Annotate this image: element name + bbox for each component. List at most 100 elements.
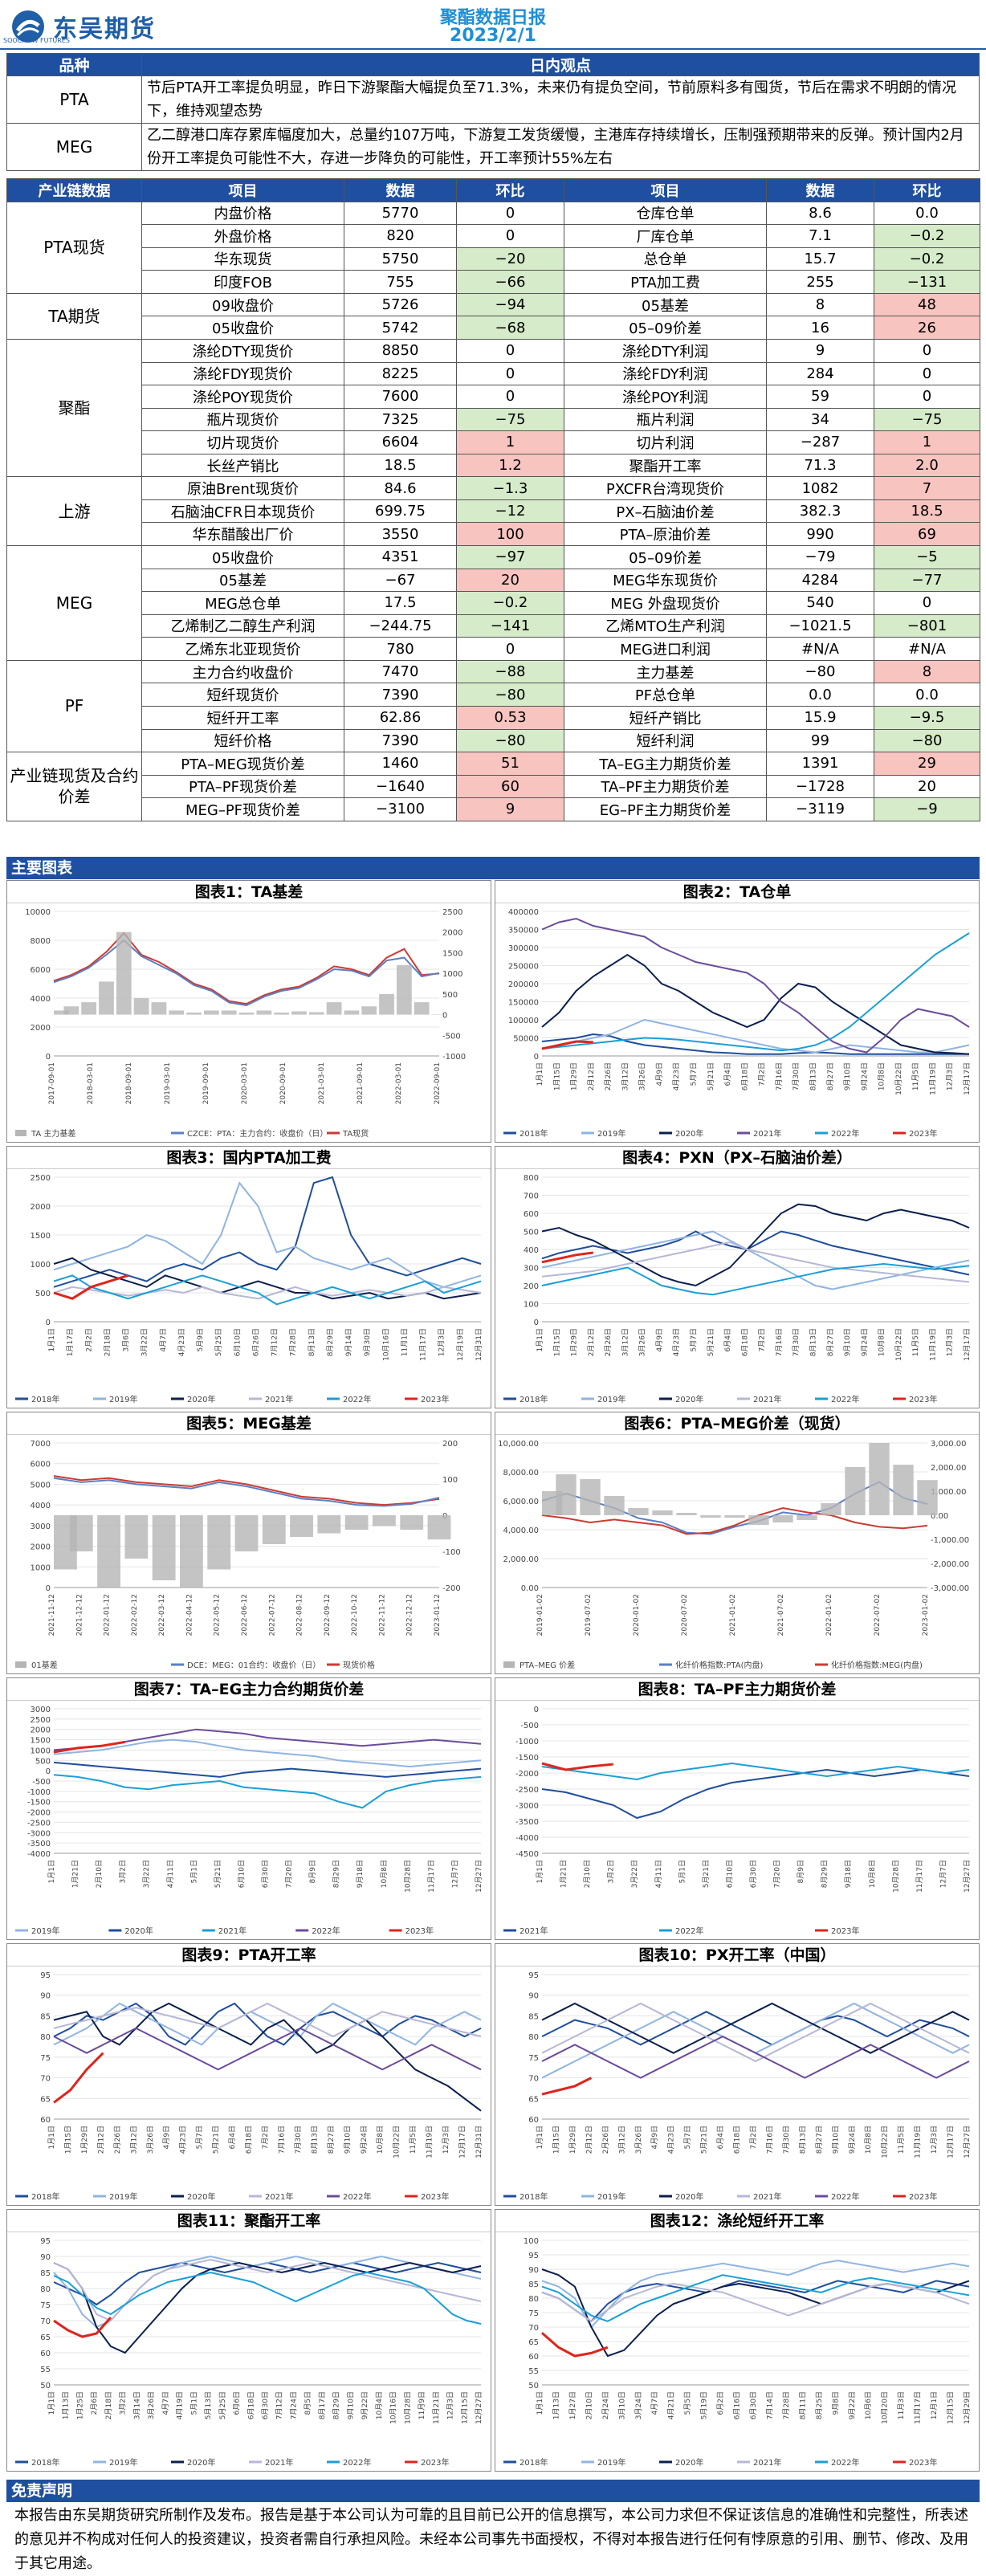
series-line [53,2261,482,2354]
chart-plot: 0 -500 -1000 -1500 -2000 -2500 -3000 -3500 -4000… [503,1706,972,1936]
item-value: 382.3 [766,499,874,524]
item-value: 6604 [344,430,457,454]
x-tick-label: 10月22日 [894,1062,903,1095]
x-tick-label: 7月2日 [758,1328,767,1351]
item-name: PX–石脑油价差 [564,499,767,524]
y-tick-label: 70 [40,2317,51,2326]
x-tick-label: 2月18日 [103,1328,112,1356]
bar-mark [207,1515,231,1570]
x-tick-label: 2022-09-01 [434,1062,442,1104]
item-name: 短纤产销比 [564,705,767,730]
item-value: 34 [766,407,874,432]
x-tick-label: 2月10日 [585,2391,593,2419]
y-tick-label: 500 [524,1229,539,1237]
x-tick-label: 10月6日 [864,2391,873,2419]
x-tick-label: 6月30日 [261,1860,270,1888]
x-tick-label: 7月2日 [261,2126,270,2149]
bar-mark [291,1011,307,1015]
item-change: −0.2 [874,247,980,271]
legend-swatch [503,1661,515,1668]
item-change: −12 [456,499,564,524]
x-tick-label: 3月2日 [119,2391,128,2415]
y-tick-label: 60 [40,2116,51,2125]
views-table: 品种 日内观点 PTA 节后PTA开工率提负明显，昨日下游聚酯大幅提负至71.3… [6,53,980,171]
table-row: 产业链现货及合约价差 PTA–MEG现货价差 1460 51 TA–EG主力期货价差 13… [6,752,980,821]
item-value: 1082 [766,476,874,500]
x-tick-label: 1月1日 [536,2126,544,2149]
item-change: 1 [456,430,564,454]
bar-mark [427,1515,451,1540]
x-tick-label: 3月22日 [142,1860,151,1888]
chart-title: 图表2：TA仓单 [495,881,979,903]
x-tick-label: 12月19日 [456,1328,465,1361]
item-name: MEG 外盘现货价 [564,591,767,615]
x-tick-label: 2022-11-12 [378,1594,386,1636]
bar-mark [326,1002,342,1015]
item-value: 990 [766,522,874,546]
x-tick-label: 1月1日 [536,2391,544,2415]
item-change: 0 [456,224,564,248]
item-value: 84.6 [344,476,457,500]
x-tick-label: 4月11日 [166,1860,175,1888]
legend-label: 2020年 [675,1394,703,1404]
legend-label: 化纤价格指数:PTA(内盘) [675,1660,763,1670]
data-header-4: 项目 [564,178,767,202]
x-tick-label: 12月3日 [946,1062,955,1090]
legend-label: 2019年 [597,2457,625,2468]
x-tick-label: 2月26日 [604,1062,613,1090]
data-header-1: 项目 [141,178,344,202]
legend-label: 2023年 [909,1394,937,1404]
item-name: 外盘价格 [141,224,344,248]
table-row: PTA现货 内盘价格 5770 0 仓库仓单 8.6 0.0 [6,201,980,294]
chart-c10: 图表10：PX开工率（中国） 95 90 85 80 75 70 65 60 1月1日 1月15日 1… [495,1943,980,2206]
x-tick-label: 6月30日 [749,2391,758,2419]
legend-label: 2023年 [421,2457,449,2468]
item-change: 69 [874,522,980,546]
x-tick-label: 10月20日 [881,2391,890,2424]
item-value: −67 [344,568,457,593]
legend-label: 2018年 [31,1394,59,1404]
x-tick-label: 9月24日 [860,1062,869,1090]
y-tick-label: 4000 [31,1502,51,1510]
item-value: 255 [766,270,874,294]
x-tick-label: 7月28日 [289,1328,298,1356]
series-line [53,2052,104,2104]
y-tick-label: 60 [40,2350,51,2358]
bar-mark [151,1002,167,1015]
x-tick-label: 9月18日 [844,1860,853,1888]
x-tick-label: 4月9日 [655,1062,664,1086]
bar-mark [748,1515,769,1525]
table-row: 外盘价格 820 0 厂库仓单 7.1 −0.2 [7,224,980,248]
x-tick-label: 4月7日 [159,1328,168,1351]
x-tick-label: 3月26日 [638,1062,647,1090]
item-name: 聚酯开工率 [564,453,767,478]
y2-tick-label: -2,000.00 [931,1560,969,1569]
series-line [53,1761,482,1778]
x-tick-label: 2月6日 [90,2391,99,2415]
y-tick-label: 75 [528,2309,539,2318]
x-tick-label: 12月27日 [963,1860,972,1893]
x-tick-label: 2020-07-02 [681,1594,689,1636]
x-tick-label: 2022-06-12 [241,1594,249,1636]
x-tick-label: 1月1日 [47,1328,56,1351]
bar-mark [361,1006,377,1015]
item-change: 29 [874,752,980,776]
series-line [541,2002,970,2054]
x-tick-label: 10月22日 [881,2126,890,2158]
series-line [541,2282,970,2323]
x-tick-label: 3月24日 [634,2391,643,2419]
y-tick-label: 80 [40,2285,51,2294]
x-tick-label: 5月21日 [707,1328,715,1356]
x-tick-label: 7月12日 [275,2391,284,2419]
legend-label: 2020年 [187,2191,215,2202]
chart-title: 图表9：PTA开工率 [7,1944,491,1967]
x-tick-label: 2023-01-02 [922,1594,930,1636]
x-tick-label: 5月1日 [189,1860,198,1883]
x-tick-label: 3月26日 [146,2126,155,2154]
item-value: −1021.5 [766,613,874,638]
x-tick-label: 1月21日 [560,1860,568,1888]
item-name: MEG–PF现货价差 [141,797,344,821]
x-tick-label: 8月29日 [332,1860,341,1888]
series-line [541,1040,593,1050]
